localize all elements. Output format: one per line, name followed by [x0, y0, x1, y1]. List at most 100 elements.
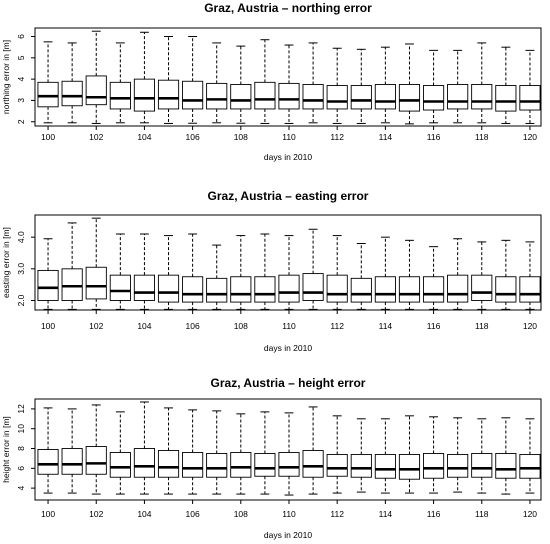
y-tick-label: 2.0 [16, 294, 26, 306]
box-day-118 [471, 241, 493, 310]
box-iqr [374, 84, 396, 110]
box-day-119 [495, 46, 517, 124]
x-tick-label: 104 [137, 132, 151, 142]
box-day-104 [133, 233, 155, 310]
box-iqr [495, 85, 517, 112]
box-iqr [182, 276, 204, 303]
box-iqr [37, 81, 59, 108]
x-tick-label: 102 [89, 132, 103, 142]
y-axis-label: northing error in [m] [1, 40, 11, 114]
x-tick-label: 110 [282, 509, 296, 519]
box-day-109 [254, 39, 276, 124]
box-day-113 [350, 243, 372, 310]
x-tick-label: 118 [475, 321, 489, 331]
box-day-106 [182, 36, 204, 124]
box-iqr [278, 452, 300, 477]
x-axis-label: days in 2010 [264, 152, 312, 162]
box-iqr [447, 84, 469, 110]
y-axis-label: easting error in [m] [1, 227, 11, 298]
box-day-100 [37, 238, 59, 310]
box-day-116 [423, 49, 445, 124]
x-tick-label: 116 [427, 321, 441, 331]
box-day-107 [206, 410, 228, 495]
y-tick-label: 2 [16, 119, 26, 124]
box-day-101 [61, 42, 83, 124]
box-iqr [519, 454, 541, 479]
box-day-105 [157, 235, 180, 310]
chart-title: Graz, Austria – northing error [204, 1, 372, 15]
y-tick-label: 6 [16, 34, 26, 39]
box-iqr [157, 450, 180, 478]
box-day-112 [326, 235, 348, 310]
x-tick-label: 108 [234, 321, 248, 331]
x-axis-label: days in 2010 [264, 343, 312, 353]
box-iqr [398, 454, 421, 480]
box-day-114 [374, 418, 396, 494]
box-iqr [206, 453, 228, 478]
x-tick-label: 114 [379, 509, 393, 519]
y-tick-label: 8 [16, 446, 26, 451]
box-day-102 [85, 217, 107, 310]
box-iqr [85, 75, 107, 106]
box-iqr [37, 449, 59, 475]
box-day-103 [109, 233, 131, 310]
x-tick-label: 120 [523, 509, 537, 519]
box-day-117 [447, 417, 469, 493]
box-iqr [109, 274, 131, 301]
box-day-101 [61, 222, 83, 310]
box-iqr [398, 276, 421, 303]
box-iqr [447, 274, 469, 303]
x-tick-label: 108 [234, 509, 248, 519]
box-day-102 [85, 30, 107, 124]
x-tick-label: 102 [89, 321, 103, 331]
x-tick-label: 106 [186, 509, 200, 519]
chart-title: Graz, Austria – height error [211, 376, 366, 390]
box-iqr [230, 84, 252, 110]
box-day-109 [254, 411, 276, 495]
x-tick-label: 104 [137, 509, 151, 519]
box-day-105 [157, 36, 180, 124]
box-day-116 [423, 416, 445, 494]
box-iqr [133, 274, 155, 301]
box-iqr [133, 448, 155, 478]
box-day-106 [182, 233, 204, 310]
box-day-110 [278, 44, 300, 124]
box-day-120 [519, 49, 541, 124]
box-iqr [350, 454, 372, 478]
box-day-120 [519, 241, 541, 310]
box-day-112 [326, 47, 348, 124]
box-iqr [423, 85, 445, 111]
box-iqr [206, 277, 228, 303]
box-iqr [85, 446, 107, 475]
box-iqr [495, 453, 517, 479]
box-day-104 [133, 401, 155, 495]
box-iqr [471, 453, 493, 478]
panel-2: Graz, Austria – easting error 2.0 3.0 4.0 ea… [1, 189, 542, 353]
x-tick-label: 100 [41, 321, 55, 331]
x-tick-label: 110 [282, 321, 296, 331]
box-iqr [326, 85, 348, 110]
box-iqr [61, 448, 83, 475]
box-day-113 [350, 418, 372, 493]
x-tick-label: 100 [41, 509, 55, 519]
box-iqr [398, 84, 421, 112]
box-iqr [374, 454, 396, 479]
box-iqr [423, 453, 445, 479]
box-day-107 [206, 42, 228, 124]
y-tick-label: 4 [16, 76, 26, 81]
box-iqr [326, 274, 348, 303]
box-day-107 [206, 244, 228, 310]
x-tick-label: 118 [475, 509, 489, 519]
x-tick-label: 104 [137, 321, 151, 331]
box-iqr [109, 452, 131, 478]
box-day-113 [350, 48, 372, 124]
box-iqr [254, 453, 276, 477]
x-tick-label: 108 [234, 132, 248, 142]
box-day-108 [230, 413, 252, 495]
box-day-103 [109, 411, 131, 495]
box-iqr [519, 85, 541, 111]
chart-title: Graz, Austria – easting error [208, 189, 369, 203]
box-day-114 [374, 46, 396, 124]
box-iqr [447, 454, 469, 478]
